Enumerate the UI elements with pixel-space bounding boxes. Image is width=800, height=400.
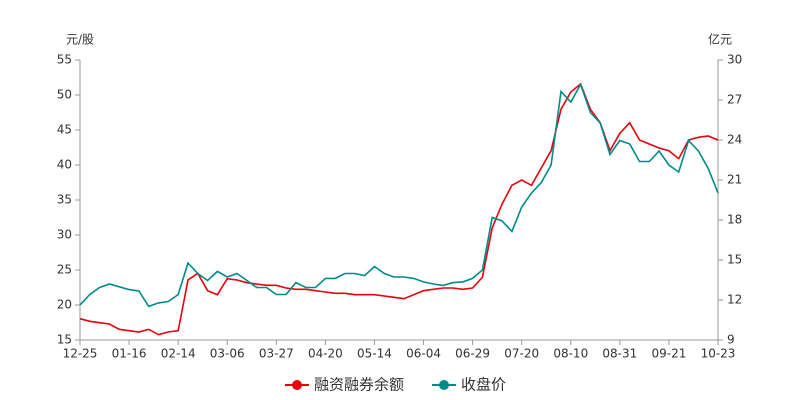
x-tick-label: 08-31 [602,347,637,361]
x-tick-label: 03-27 [259,347,294,361]
y2-tick-label: 12 [727,293,742,307]
x-tick-label: 03-06 [210,347,245,361]
y-tick-label: 55 [57,53,72,67]
y2-tick-label: 21 [727,173,742,187]
y-tick-label: 15 [57,333,72,347]
legend-marker [439,380,449,390]
x-tick-label: 06-04 [406,347,441,361]
y-axis-label: 元/股 [66,33,94,47]
x-tick-label: 08-10 [553,347,588,361]
y2-tick-label: 30 [727,53,742,67]
x-tick-label: 09-21 [651,347,686,361]
y2-tick-label: 24 [727,133,742,147]
x-tick-label: 10-23 [701,347,736,361]
y2-tick-label: 15 [727,253,742,267]
x-tick-label: 06-29 [455,347,490,361]
legend-marker [292,380,302,390]
x-tick-label: 05-14 [357,347,392,361]
x-tick-label: 04-20 [308,347,343,361]
x-tick-label: 01-16 [112,347,147,361]
y-tick-label: 30 [57,228,72,242]
x-tick-label: 12-25 [63,347,98,361]
series-line [79,82,719,336]
x-tick-label: 02-14 [161,347,196,361]
legend-label: 收盘价 [461,376,506,394]
y-tick-label: 45 [57,123,72,137]
y2-tick-label: 18 [727,213,742,227]
legend-label: 融资融券余额 [314,376,404,394]
y-tick-label: 25 [57,263,72,277]
y2-tick-label: 9 [727,333,735,347]
y-tick-label: 50 [57,88,72,102]
y-tick-label: 20 [57,298,72,312]
y2-axis-label: 亿元 [708,32,732,47]
series-line [79,82,719,308]
y2-tick-label: 27 [727,93,742,107]
y-tick-label: 40 [57,158,72,172]
legend: 融资融券余额 收盘价 [285,376,506,394]
x-tick-label: 07-20 [504,347,539,361]
y-tick-label: 35 [57,193,72,207]
